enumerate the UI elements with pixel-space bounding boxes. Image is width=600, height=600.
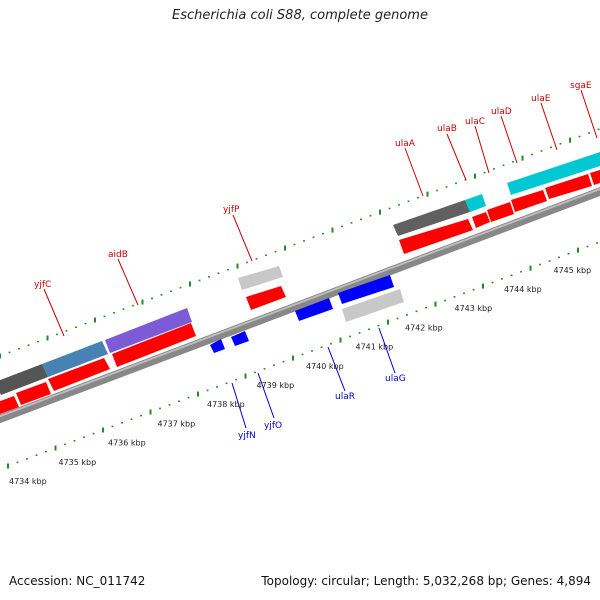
tick-labels: 4734 kbp 4735 kbp 4736 kbp 4737 kbp 4738 kbp… bbox=[9, 266, 591, 486]
gene-block-yjfN[interactable] bbox=[210, 339, 225, 353]
cds-arrow[interactable] bbox=[472, 212, 490, 228]
gene-block-ulaB[interactable] bbox=[465, 194, 486, 212]
cds-arrow[interactable] bbox=[399, 219, 473, 254]
cds-arrow[interactable] bbox=[590, 170, 600, 185]
accession-text: Accession: NC_011742 bbox=[9, 574, 146, 588]
gene-block-dark[interactable] bbox=[0, 364, 48, 395]
tick-label: 4743 kbp bbox=[455, 304, 493, 313]
tick-label: 4745 kbp bbox=[554, 266, 592, 275]
inner-tick-track bbox=[7, 242, 598, 469]
cds-track-forward bbox=[0, 170, 600, 414]
cds-arrow[interactable] bbox=[246, 286, 286, 310]
gene-label-yjfO[interactable]: yjfO bbox=[264, 421, 282, 431]
cds-arrow[interactable] bbox=[48, 358, 110, 391]
cds-arrow[interactable] bbox=[112, 323, 196, 367]
forward-gene-labels: yjfC aidB yjfP ulaA ulaB ulaC ulaD ulaE … bbox=[34, 81, 592, 290]
gene-label-sgaE[interactable]: sgaE bbox=[570, 81, 592, 91]
gene-block-aidB[interactable] bbox=[105, 308, 192, 353]
gene-track-forward bbox=[0, 152, 600, 395]
gene-label-ulaA[interactable]: ulaA bbox=[395, 139, 416, 149]
gene-label-yjfP[interactable]: yjfP bbox=[223, 205, 240, 215]
tick-label: 4744 kbp bbox=[504, 285, 542, 294]
gene-block-ulaD-ulaE[interactable] bbox=[507, 152, 600, 195]
reverse-label-leaders bbox=[231, 327, 396, 429]
gene-block-steelblue[interactable] bbox=[42, 341, 108, 377]
tick-label: 4736 kbp bbox=[108, 439, 146, 448]
gene-block-yjfP[interactable] bbox=[238, 266, 283, 290]
gene-label-ulaE[interactable]: ulaE bbox=[531, 94, 551, 104]
cds-arrow[interactable] bbox=[0, 396, 19, 414]
cds-arrow[interactable] bbox=[511, 190, 547, 212]
gene-label-ulaC[interactable]: ulaC bbox=[465, 117, 485, 127]
gene-label-yjfC[interactable]: yjfC bbox=[34, 280, 51, 290]
tick-label: 4735 kbp bbox=[59, 458, 97, 467]
gene-block-yjfO[interactable] bbox=[231, 331, 249, 346]
gene-block-ulaG[interactable] bbox=[342, 289, 404, 322]
tick-label: 4734 kbp bbox=[9, 477, 47, 486]
tick-label: 4742 kbp bbox=[405, 323, 443, 332]
reverse-gene-labels: yjfN yjfO ulaR ulaG bbox=[238, 374, 406, 441]
map-title: Escherichia coli S88, complete genome bbox=[172, 8, 428, 23]
tick-label: 4738 kbp bbox=[207, 400, 245, 409]
gene-label-ulaR[interactable]: ulaR bbox=[335, 392, 355, 402]
gene-block-ulaA[interactable] bbox=[393, 200, 470, 236]
tick-label: 4739 kbp bbox=[257, 381, 295, 390]
forward-label-leaders bbox=[43, 89, 598, 337]
tick-label: 4741 kbp bbox=[356, 343, 394, 352]
cds-arrow[interactable] bbox=[16, 382, 51, 405]
gene-block-ulaR[interactable] bbox=[295, 298, 333, 321]
gene-label-ulaB[interactable]: ulaB bbox=[437, 124, 457, 134]
cds-arrow[interactable] bbox=[487, 202, 514, 222]
topology-text: Topology: circular; Length: 5,032,268 bp… bbox=[261, 574, 591, 588]
cds-arrow[interactable] bbox=[545, 174, 592, 199]
gene-label-aidB[interactable]: aidB bbox=[108, 250, 128, 260]
gene-block-ulaG-blue[interactable] bbox=[338, 275, 394, 304]
outer-tick-track bbox=[0, 128, 600, 359]
tick-label: 4740 kbp bbox=[306, 362, 344, 371]
gene-label-yjfN[interactable]: yjfN bbox=[238, 431, 256, 441]
gene-label-ulaG[interactable]: ulaG bbox=[385, 374, 406, 384]
genome-backbone-highlight bbox=[0, 188, 600, 418]
gene-track-reverse bbox=[210, 275, 404, 353]
gene-label-ulaD[interactable]: ulaD bbox=[491, 107, 512, 117]
tick-label: 4737 kbp bbox=[158, 419, 196, 428]
